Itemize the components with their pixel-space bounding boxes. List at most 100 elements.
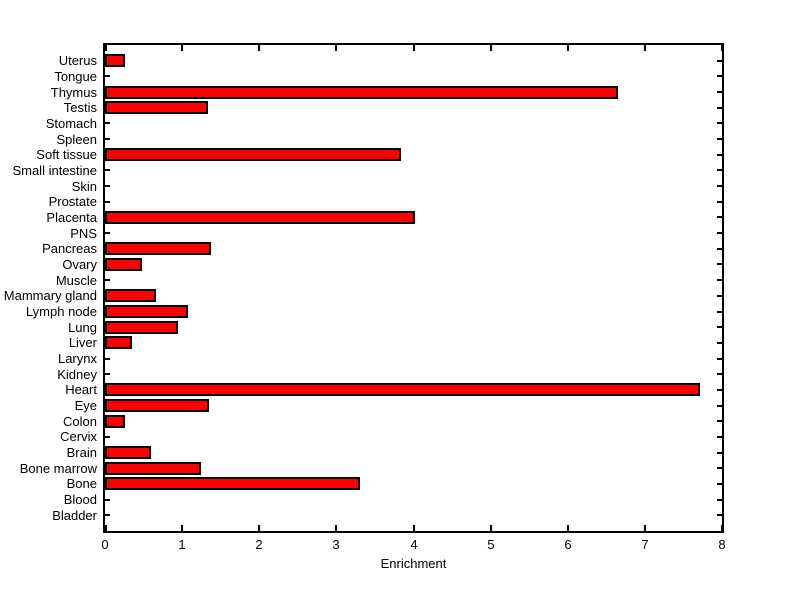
y-tick [717, 326, 722, 328]
y-tick [717, 373, 722, 375]
y-tick-label: Mammary gland [3, 288, 97, 303]
x-tick [335, 45, 337, 51]
y-tick [717, 91, 722, 93]
x-tick-label: 8 [718, 537, 726, 552]
y-tick [717, 295, 722, 297]
y-tick [717, 201, 722, 203]
y-tick [717, 122, 722, 124]
y-tick-label: Blood [63, 492, 97, 507]
plot-area [103, 43, 724, 533]
x-tick [413, 525, 415, 531]
y-tick [105, 514, 110, 516]
y-tick-label: PNS [70, 226, 97, 241]
y-tick-label: Testis [63, 100, 97, 115]
y-tick [105, 201, 110, 203]
y-tick-label: Ovary [62, 257, 97, 272]
bar [105, 242, 211, 255]
bar [105, 336, 132, 349]
y-tick-label: Cervix [60, 429, 97, 444]
y-tick [717, 389, 722, 391]
y-tick [717, 138, 722, 140]
y-tick-label: Colon [63, 414, 97, 429]
y-tick [717, 216, 722, 218]
bar [105, 383, 700, 396]
x-tick [721, 525, 723, 531]
y-tick [105, 122, 110, 124]
y-tick-label: Spleen [56, 132, 97, 147]
y-tick-label: Small intestine [12, 163, 97, 178]
y-tick-label: Thymus [50, 85, 97, 100]
x-tick [490, 45, 492, 51]
y-tick [717, 75, 722, 77]
y-tick-label: Larynx [57, 351, 97, 366]
y-tick [717, 169, 722, 171]
y-tick [717, 248, 722, 250]
y-tick [105, 232, 110, 234]
y-tick [105, 185, 110, 187]
y-tick-label: Uterus [58, 53, 97, 68]
bar [105, 477, 360, 490]
bar [105, 462, 201, 475]
x-tick [644, 45, 646, 51]
y-tick [717, 107, 722, 109]
y-tick-label: Muscle [55, 273, 97, 288]
y-tick [717, 467, 722, 469]
x-tick [105, 525, 107, 531]
y-tick [105, 436, 110, 438]
x-tick-label: 0 [101, 537, 109, 552]
x-axis-label: Enrichment [380, 556, 447, 571]
bar [105, 289, 156, 302]
y-tick-label: Soft tissue [36, 147, 97, 162]
y-tick [717, 436, 722, 438]
x-tick [567, 45, 569, 51]
bar [105, 211, 415, 224]
bar [105, 101, 208, 114]
y-tick [717, 499, 722, 501]
x-tick [181, 525, 183, 531]
bar [105, 321, 178, 334]
x-tick [105, 45, 107, 51]
y-tick [717, 514, 722, 516]
bar [105, 54, 125, 67]
x-tick-label: 3 [332, 537, 340, 552]
x-tick [567, 525, 569, 531]
y-tick [105, 75, 110, 77]
x-tick-label: 2 [255, 537, 263, 552]
y-tick-label: Kidney [57, 367, 97, 382]
y-tick [717, 452, 722, 454]
y-tick [105, 138, 110, 140]
y-tick-label: Lung [68, 320, 97, 335]
x-tick [721, 45, 723, 51]
x-tick-label: 1 [178, 537, 186, 552]
y-tick [717, 60, 722, 62]
bar [105, 258, 142, 271]
y-tick [717, 263, 722, 265]
x-tick [258, 45, 260, 51]
y-tick-label: Stomach [45, 116, 97, 131]
y-tick-label: Bone [66, 476, 97, 491]
y-tick-label: Tongue [54, 69, 97, 84]
y-tick [717, 232, 722, 234]
y-tick-label: Lymph node [25, 304, 97, 319]
x-tick-label: 7 [641, 537, 649, 552]
y-tick-label: Prostate [48, 194, 97, 209]
bar [105, 415, 125, 428]
y-tick-label: Heart [65, 382, 97, 397]
y-tick [717, 311, 722, 313]
bar [105, 399, 209, 412]
y-tick-label: Skin [71, 179, 97, 194]
y-tick [105, 169, 110, 171]
x-tick [181, 45, 183, 51]
y-tick [717, 154, 722, 156]
y-tick [717, 420, 722, 422]
y-tick [717, 342, 722, 344]
bar [105, 446, 151, 459]
y-tick-label: Bone marrow [19, 461, 97, 476]
x-tick [490, 525, 492, 531]
y-tick-label: Eye [74, 398, 97, 413]
x-tick [413, 45, 415, 51]
y-tick-label: Bladder [52, 508, 97, 523]
x-tick [335, 525, 337, 531]
y-tick [717, 358, 722, 360]
